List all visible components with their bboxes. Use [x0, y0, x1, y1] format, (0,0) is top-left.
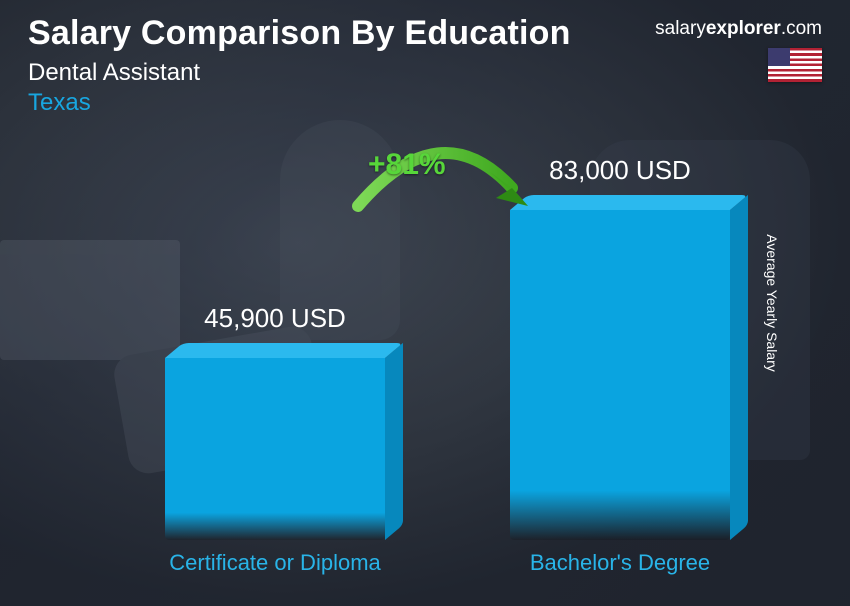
brand-part-light: salary [655, 18, 706, 39]
brand-logo-text: salaryexplorer.com [655, 18, 822, 40]
brand-block: salaryexplorer.com [655, 18, 822, 82]
bar-value-1: 45,900 USD [204, 303, 346, 334]
percent-increase-badge: +81% [368, 148, 446, 182]
brand-part-suffix: .com [781, 18, 822, 39]
country-flag-icon [768, 48, 822, 82]
bar-value-2: 83,000 USD [549, 155, 691, 186]
location-label: Texas [28, 89, 822, 117]
brand-part-bold: explorer [706, 18, 781, 39]
bar-label-1: Certificate or Diploma [169, 550, 381, 576]
bar-label-2: Bachelor's Degree [530, 550, 710, 576]
